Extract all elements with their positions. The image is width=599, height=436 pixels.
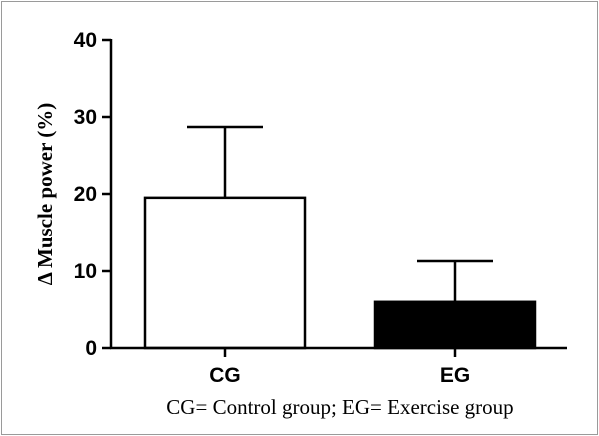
y-tick-label: 0: [85, 337, 97, 360]
y-axis: 0 10 20 30 40: [74, 29, 113, 360]
y-axis-label: Δ Muscle power (%): [33, 103, 57, 286]
y-tick-label: 10: [74, 260, 97, 283]
bar-cg: [143, 196, 307, 350]
x-axis: CG EG: [110, 346, 567, 387]
y-tick-label: 30: [74, 106, 97, 129]
x-tick-label-eg: EG: [440, 364, 470, 387]
x-tick-label-cg: CG: [209, 364, 241, 387]
y-tick-label: 20: [74, 183, 97, 206]
caption: CG= Control group; EG= Exercise group: [166, 395, 513, 419]
bar-eg: [373, 300, 537, 350]
y-tick-label: 40: [74, 29, 97, 52]
bars: [143, 125, 537, 350]
